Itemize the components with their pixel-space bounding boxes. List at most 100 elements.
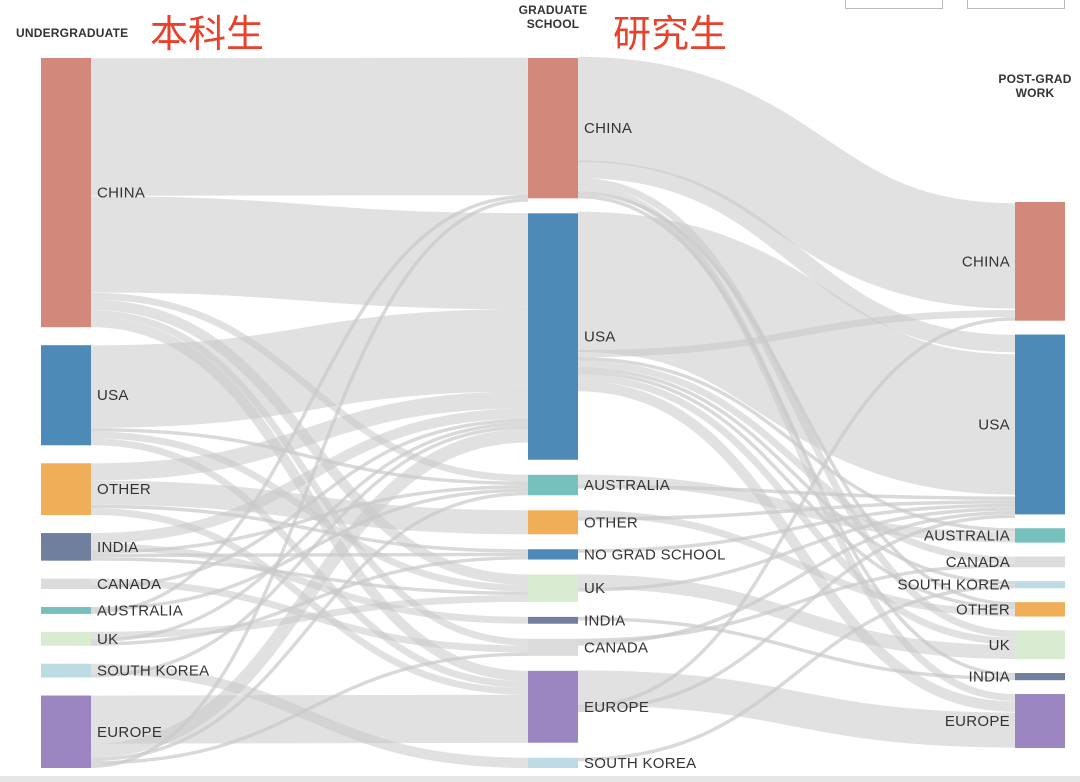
grad-label-usa: USA (584, 329, 616, 346)
ug-grad-link-usa-to-usa (90, 308, 529, 428)
graduate-school-title: GRADUATE SCHOOL (510, 3, 596, 31)
ug-grad-link-europe-to-australia (90, 491, 529, 762)
grad-node-other[interactable] (528, 510, 578, 535)
undergrad-label-canada: CANADA (97, 576, 161, 593)
postgrad-node-other[interactable] (1015, 602, 1065, 617)
grad-post-link-usa-to-usa (576, 211, 1017, 495)
ug-grad-link-other-to-usa (90, 391, 529, 481)
grad-label-other: OTHER (584, 514, 638, 531)
postgrad-node-south-korea[interactable] (1015, 581, 1065, 589)
postgrad-node-usa[interactable] (1015, 334, 1065, 515)
postgrad-node-europe[interactable] (1015, 694, 1065, 748)
graduate-title-line1: GRADUATE (518, 3, 588, 17)
undergrad-node-europe[interactable] (41, 695, 91, 768)
grad-label-europe: EUROPE (584, 699, 649, 716)
grad-post-link-europe-to-china (577, 317, 1016, 709)
ug-grad-link-china-to-usa (90, 196, 529, 310)
undergrad-label-other: OTHER (97, 481, 151, 498)
grad-post-link-europe-to-europe (577, 670, 1016, 748)
grad-post-link-australia-to-usa (577, 484, 1016, 500)
undergraduate-chinese-title: 本科生 (150, 12, 265, 56)
grad-label-south-korea: SOUTH KOREA (584, 755, 696, 772)
postgrad-node-uk[interactable] (1015, 630, 1065, 660)
undergrad-node-china[interactable] (41, 58, 91, 328)
undergrad-node-uk[interactable] (41, 631, 91, 646)
grad-node-uk[interactable] (528, 574, 578, 602)
grad-node-china[interactable] (528, 58, 578, 199)
grad-label-australia: AUSTRALIA (584, 477, 670, 494)
ug-grad-link-india-to-usa (90, 408, 529, 544)
grad-post-link-usa-to-canada (577, 360, 1016, 564)
grad-post-link-europe-to-usa (577, 514, 1016, 712)
ug-grad-link-europe-to-europe (90, 694, 529, 744)
grad-post-link-india-to-india (577, 616, 1016, 681)
undergrad-label-india: INDIA (97, 539, 139, 556)
grad-post-link-no-grad-school-to-usa (577, 503, 1016, 553)
grad-node-canada[interactable] (528, 638, 578, 656)
node-bars (41, 58, 1065, 768)
undergrad-label-china: CHINA (97, 185, 145, 202)
grad-label-canada: CANADA (584, 639, 648, 656)
grad-node-usa[interactable] (528, 213, 578, 460)
postgrad-label-usa: USA (978, 416, 1010, 433)
undergrad-label-europe: EUROPE (97, 724, 162, 741)
graduate-chinese-title: 研究生 (613, 12, 728, 56)
grad-node-south-korea[interactable] (528, 757, 578, 768)
bottom-scroll-strip (0, 776, 1080, 782)
undergrad-node-india[interactable] (41, 533, 91, 561)
ug-grad-link-australia-to-china (90, 194, 529, 614)
undergrad-node-other[interactable] (41, 463, 91, 516)
ug-grad-link-india-to-australia (90, 485, 529, 554)
post-grad-work-title: POST-GRAD WORK (992, 72, 1078, 100)
grad-node-no-grad-school[interactable] (528, 549, 578, 560)
postgrad-node-india[interactable] (1015, 673, 1065, 681)
undergrad-label-australia: AUSTRALIA (97, 602, 183, 619)
postgrad-node-canada[interactable] (1015, 556, 1065, 568)
postgrad-label-other: OTHER (956, 601, 1010, 618)
postgrad-node-china[interactable] (1015, 202, 1065, 321)
grad-label-uk: UK (584, 580, 605, 597)
grad-post-link-usa-to-europe (577, 380, 1016, 712)
grad-post-link-usa-to-china (577, 310, 1016, 358)
grad-node-india[interactable] (528, 616, 578, 624)
grad-node-australia[interactable] (528, 474, 578, 496)
ug-grad-link-usa-to-europe (90, 438, 529, 688)
ug-grad-link-europe-to-china (90, 198, 529, 768)
undergrad-node-usa[interactable] (41, 345, 91, 446)
postgrad-title-line2: WORK (1015, 86, 1055, 100)
undergrad-node-australia[interactable] (41, 607, 91, 614)
grad-post-link-canada-to-usa (577, 510, 1016, 646)
grad-label-china: CHINA (584, 120, 632, 137)
undergrad-label-uk: UK (97, 631, 118, 648)
grad-post-link-uk-to-usa (577, 507, 1016, 592)
grad-label-no-grad-school: NO GRAD SCHOOL (584, 546, 726, 563)
grad-post-link-china-to-usa (577, 160, 1016, 353)
ug-grad-link-south-korea-to-usa (90, 425, 529, 678)
ug-grad-link-uk-to-usa (90, 422, 529, 643)
grad-label-india: INDIA (584, 612, 626, 629)
undergrad-node-south-korea[interactable] (41, 663, 91, 678)
ug-grad-link-other-to-no-grad-school (90, 504, 529, 553)
ug-grad-link-uk-to-uk (90, 595, 529, 639)
postgrad-label-uk: UK (989, 637, 1010, 654)
grad-post-link-australia-to-australia (577, 474, 1016, 543)
postgrad-label-australia: AUSTRALIA (924, 527, 1010, 544)
undergrad-node-canada[interactable] (41, 578, 91, 590)
postgrad-label-china: CHINA (962, 253, 1010, 270)
undergrad-label-usa: USA (97, 387, 129, 404)
ug-grad-link-canada-to-usa (90, 418, 529, 590)
postgrad-label-south-korea: SOUTH KOREA (898, 577, 1010, 594)
undergrad-label-south-korea: SOUTH KOREA (97, 663, 209, 680)
top-button-right[interactable] (967, 0, 1065, 9)
ug-grad-link-china-to-china (90, 57, 529, 196)
ug-grad-link-india-to-no-grad-school (90, 552, 529, 558)
grad-node-europe[interactable] (528, 670, 578, 743)
postgrad-node-australia[interactable] (1015, 528, 1065, 543)
ug-grad-link-europe-to-canada (90, 652, 529, 765)
undergraduate-title: UNDERGRADUATE (16, 26, 129, 40)
graduate-title-line2: SCHOOL (526, 17, 580, 31)
grad-post-link-china-to-china (577, 56, 1016, 309)
ug-grad-link-other-to-other (90, 480, 529, 535)
top-button-left[interactable] (845, 0, 943, 9)
